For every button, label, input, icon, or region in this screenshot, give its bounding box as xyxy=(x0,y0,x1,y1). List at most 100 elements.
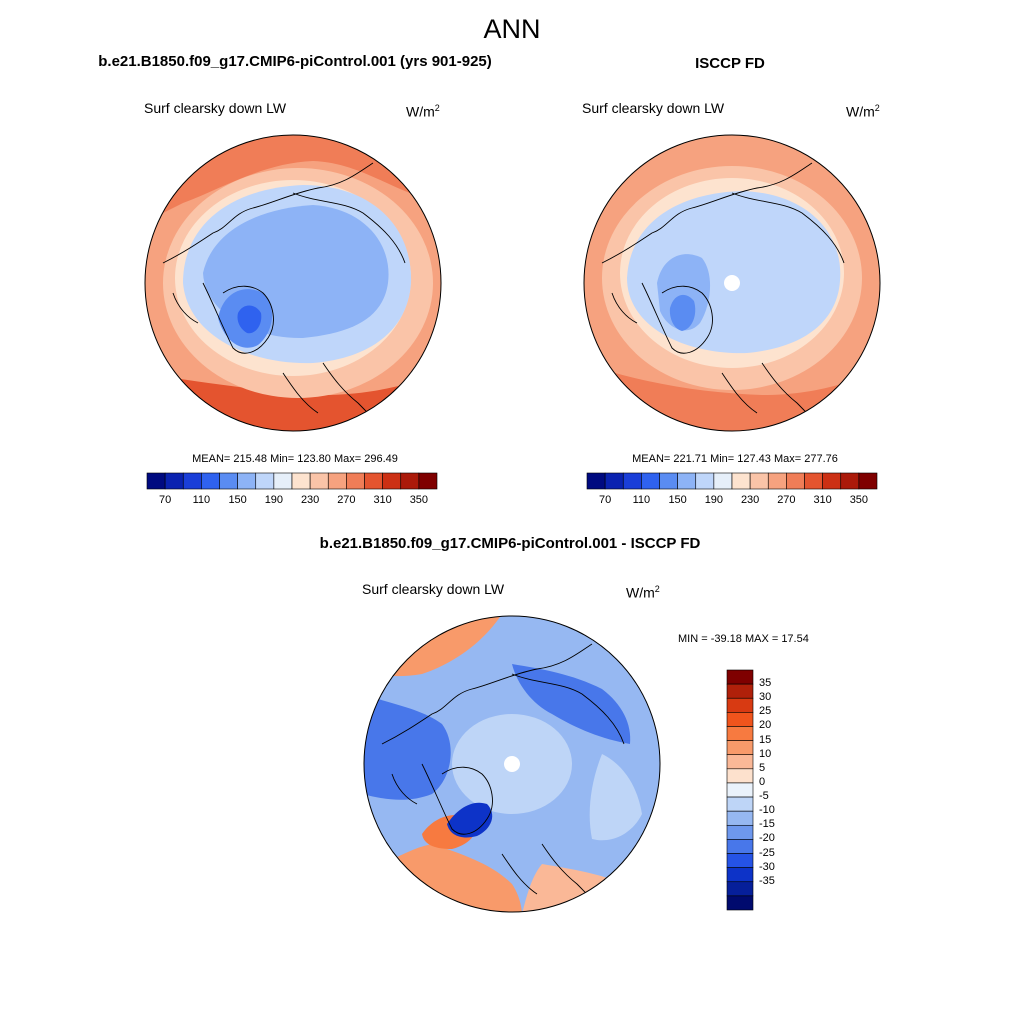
diff-panel-title: b.e21.B1850.f09_g17.CMIP6-piControl.001 … xyxy=(319,535,701,552)
colorbar-swatch xyxy=(364,472,383,490)
colorbar-tick-label: 0 xyxy=(759,775,766,788)
colorbar-tick-label: 230 xyxy=(300,494,320,506)
colorbar-tick-label: -30 xyxy=(759,860,775,873)
greenland-cold xyxy=(669,294,696,331)
colorbar-swatch xyxy=(726,796,754,812)
colorbar-tick-label: 70 xyxy=(159,494,172,506)
colorbar-tick-label: 25 xyxy=(759,705,772,718)
colorbar-tick-label: 350 xyxy=(849,494,869,506)
colorbar-tick-label: 270 xyxy=(777,494,796,506)
colorbar-swatch xyxy=(726,754,754,770)
obs-units-label: W/m2 xyxy=(846,103,880,120)
colorbar-swatch xyxy=(219,472,238,490)
colorbar-tick-label: -5 xyxy=(759,790,769,803)
colorbar-swatch xyxy=(659,472,678,490)
model-colorbar xyxy=(146,472,438,490)
colorbar-swatch xyxy=(418,472,438,490)
cold-east xyxy=(512,664,631,744)
colorbar-tick-label: 30 xyxy=(759,691,772,704)
colorbar-swatch xyxy=(604,472,624,490)
colorbar-tick-label: 310 xyxy=(813,494,832,506)
obs-panel-title: ISCCP FD xyxy=(695,55,765,72)
colorbar-swatch xyxy=(346,472,365,490)
colorbar-swatch xyxy=(164,472,184,490)
pole-gap xyxy=(504,756,520,772)
colorbar-tick-label: 150 xyxy=(668,494,687,506)
coastlines xyxy=(381,643,625,910)
colorbar-tick-label: 350 xyxy=(409,494,429,506)
colorbar-tick-label: -25 xyxy=(759,846,775,859)
colorbar-swatch xyxy=(382,472,402,490)
colorbar-swatch xyxy=(201,472,220,490)
colorbar-tick-label: -20 xyxy=(759,832,775,845)
colorbar-tick-label: 20 xyxy=(759,719,772,732)
colorbar-swatch xyxy=(622,472,642,490)
colorbar-tick-label: -35 xyxy=(759,874,775,887)
colorbar-swatch xyxy=(677,472,697,490)
colorbar-tick-label: -10 xyxy=(759,804,775,817)
colorbar-tick-label: 5 xyxy=(759,761,766,774)
colorbar-tick-label: 270 xyxy=(337,494,356,506)
colorbar-swatch xyxy=(731,472,751,490)
colorbar-swatch xyxy=(726,697,754,713)
model-polar-map xyxy=(144,134,442,432)
colorbar-swatch xyxy=(726,824,754,840)
diff-colorbar xyxy=(726,669,754,911)
colorbar-swatch xyxy=(767,472,787,490)
colorbar-swatch xyxy=(182,472,202,490)
colorbar-swatch xyxy=(309,472,329,490)
colorbar-swatch xyxy=(273,472,293,490)
cold-greenland xyxy=(447,802,493,838)
model-units-label: W/m2 xyxy=(406,103,440,120)
pole-gap xyxy=(724,275,740,291)
colorbar-tick-label: 190 xyxy=(264,494,284,506)
colorbar-swatch xyxy=(726,867,754,883)
obs-polar-map xyxy=(583,134,881,432)
colorbar-swatch xyxy=(400,472,420,490)
colorbar-swatch xyxy=(255,472,275,490)
obs-colorbar xyxy=(586,472,878,490)
colorbar-tick-label: 10 xyxy=(759,747,772,760)
colorbar-tick-label: 310 xyxy=(373,494,392,506)
diff-variable-label: Surf clearsky down LW xyxy=(362,581,505,597)
colorbar-swatch xyxy=(726,810,754,826)
colorbar-swatch xyxy=(726,712,754,727)
light-east xyxy=(589,754,642,841)
colorbar-swatch xyxy=(726,683,754,699)
colorbar-tick-label: 35 xyxy=(759,677,772,690)
colorbar-swatch xyxy=(726,853,754,868)
page-title: ANN xyxy=(483,14,541,44)
diff-stats: MIN = -39.18 MAX = 17.54 xyxy=(678,633,809,645)
colorbar-swatch xyxy=(749,472,769,490)
colorbar-swatch xyxy=(327,472,347,490)
colorbar-swatch xyxy=(291,472,311,490)
cold-west xyxy=(364,694,451,800)
colorbar-tick-label: 70 xyxy=(599,494,612,506)
colorbar-tick-label: 230 xyxy=(740,494,760,506)
obs-stats: MEAN= 221.71 Min= 127.43 Max= 277.76 xyxy=(632,453,838,465)
colorbar-swatch xyxy=(822,472,842,490)
colorbar-swatch xyxy=(726,895,754,911)
model-variable-label: Surf clearsky down LW xyxy=(144,100,287,116)
colorbar-swatch xyxy=(804,472,823,490)
colorbar-swatch xyxy=(641,472,660,490)
colorbar-swatch xyxy=(726,726,754,741)
model-stats: MEAN= 215.48 Min= 123.80 Max= 296.49 xyxy=(192,453,398,465)
diff-units-label: W/m2 xyxy=(626,584,660,601)
model-panel-title: b.e21.B1850.f09_g17.CMIP6-piControl.001 … xyxy=(98,53,492,70)
colorbar-swatch xyxy=(237,472,257,490)
colorbar-swatch xyxy=(786,472,805,490)
colorbar-tick-label: 110 xyxy=(192,494,211,506)
colorbar-swatch xyxy=(858,472,878,490)
colorbar-tick-label: 190 xyxy=(704,494,724,506)
diff-polar-map xyxy=(363,615,661,913)
colorbar-swatch xyxy=(586,472,606,490)
colorbar-swatch xyxy=(695,472,715,490)
colorbar-swatch xyxy=(726,740,754,756)
greenland-core xyxy=(237,305,262,334)
colorbar-swatch xyxy=(726,669,754,685)
colorbar-swatch xyxy=(146,472,166,490)
colorbar-swatch xyxy=(840,472,860,490)
colorbar-swatch xyxy=(726,881,754,897)
colorbar-swatch xyxy=(726,782,754,798)
